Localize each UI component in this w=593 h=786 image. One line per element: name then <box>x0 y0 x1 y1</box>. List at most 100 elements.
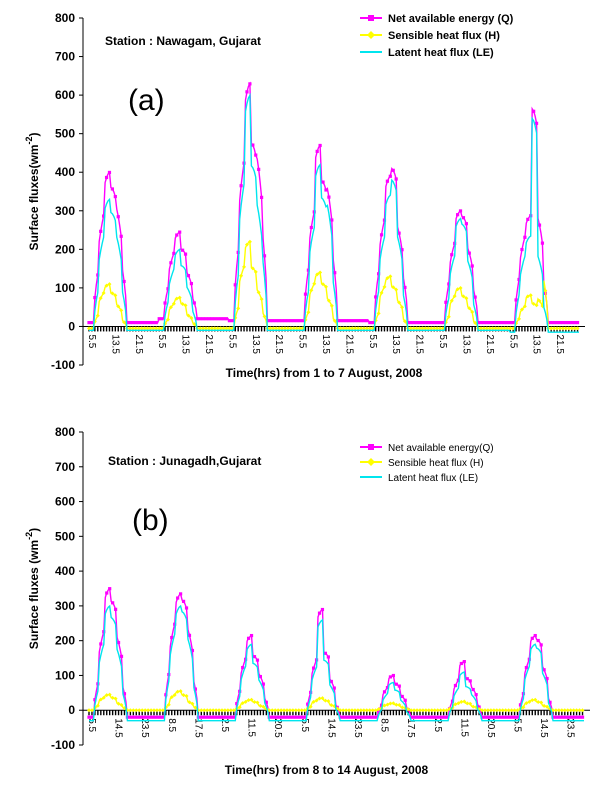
data-point-H <box>214 708 219 713</box>
data-point-H <box>502 326 507 331</box>
data-point-Q <box>365 319 369 323</box>
data-point-H <box>95 313 100 318</box>
data-point-Q <box>580 715 585 719</box>
data-point-H <box>180 302 185 307</box>
data-point-Q <box>128 715 132 719</box>
data-point-Q <box>436 715 440 719</box>
data-point-H <box>154 326 159 331</box>
data-point-Q <box>178 230 182 234</box>
data-point-H <box>212 326 217 331</box>
data-point-Q <box>409 715 413 719</box>
data-point-H <box>490 326 495 331</box>
x-tick-label: 11.5 <box>458 718 469 737</box>
data-point-Q <box>295 319 299 323</box>
data-point-Q <box>491 320 495 325</box>
data-point-Q <box>473 295 477 299</box>
data-point-H <box>560 326 565 331</box>
data-point-H <box>497 708 502 713</box>
y-tick-label: 0 <box>68 703 75 717</box>
data-point-Q <box>371 320 375 325</box>
legend-marker-Q <box>368 15 374 21</box>
data-point-H <box>455 287 460 292</box>
data-point-H <box>543 288 548 293</box>
data-point-Q <box>145 320 150 325</box>
data-point-Q <box>140 320 144 325</box>
data-point-H <box>244 242 249 247</box>
data-point-Q <box>379 233 384 237</box>
data-point-H <box>459 699 464 704</box>
x-tick-label: 5.5 <box>437 334 448 348</box>
data-point-Q <box>421 715 425 719</box>
data-point-Q <box>122 692 127 696</box>
data-point-Q <box>400 248 404 252</box>
data-point-Q <box>356 715 360 719</box>
data-point-Q <box>548 700 552 704</box>
x-tick-label: 13.5 <box>180 334 191 354</box>
data-point-H <box>462 699 467 704</box>
data-point-H <box>467 306 472 311</box>
data-point-H <box>302 708 307 713</box>
data-point-H <box>136 326 141 331</box>
data-point-Q <box>391 168 395 172</box>
data-point-H <box>154 708 159 713</box>
data-point-Q <box>554 715 558 719</box>
data-point-H <box>317 696 322 701</box>
data-point-Q <box>183 252 188 256</box>
data-point-H <box>221 326 226 331</box>
x-tick-label: 17.5 <box>405 718 416 738</box>
data-point-Q <box>409 320 413 325</box>
data-point-Q <box>566 715 570 719</box>
data-point-Q <box>239 184 243 188</box>
data-point-Q <box>471 687 475 692</box>
data-point-H <box>243 699 248 704</box>
data-point-H <box>484 326 489 331</box>
x-tick-label: 23.5 <box>565 718 576 738</box>
data-point-Q <box>495 715 499 719</box>
data-point-Q <box>140 715 144 719</box>
data-point-Q <box>193 687 197 691</box>
data-point-Q <box>420 320 425 325</box>
data-point-Q <box>552 320 556 325</box>
data-point-Q <box>201 317 205 321</box>
data-point-H <box>101 695 106 700</box>
data-point-H <box>314 698 319 703</box>
data-point-Q <box>119 654 124 658</box>
data-point-Q <box>254 153 258 157</box>
x-tick-label: 14.5 <box>113 718 124 738</box>
data-point-Q <box>249 633 254 638</box>
data-point-H <box>565 708 570 713</box>
data-point-Q <box>518 703 523 707</box>
data-point-H <box>239 273 244 278</box>
data-point-H <box>205 708 210 713</box>
data-point-H <box>178 689 183 694</box>
data-point-H <box>134 708 139 713</box>
data-point-Q <box>338 319 343 323</box>
data-point-Q <box>157 317 161 321</box>
x-tick-label: 13.5 <box>460 334 471 354</box>
data-point-H <box>359 326 364 331</box>
data-point-Q <box>116 215 120 219</box>
data-point-H <box>534 303 539 308</box>
data-point-H <box>468 701 473 706</box>
y-tick-label: 100 <box>55 281 75 295</box>
data-point-Q <box>268 319 272 323</box>
data-point-Q <box>151 320 155 325</box>
data-point-Q <box>252 655 257 659</box>
data-point-Q <box>536 638 540 643</box>
y-tick-label: 400 <box>55 165 75 179</box>
data-point-H <box>261 704 266 709</box>
data-point-H <box>326 699 331 704</box>
data-point-H <box>110 291 115 296</box>
data-point-H <box>552 326 557 331</box>
data-point-H <box>143 708 148 713</box>
data-point-Q <box>403 698 407 702</box>
data-point-Q <box>142 320 147 325</box>
data-point-Q <box>207 317 211 321</box>
data-point-H <box>382 703 387 708</box>
data-point-Q <box>435 320 439 325</box>
data-point-H <box>500 708 505 713</box>
data-point-H <box>215 326 220 331</box>
data-point-H <box>456 701 461 706</box>
data-point-Q <box>489 715 493 719</box>
data-point-H <box>276 708 281 713</box>
